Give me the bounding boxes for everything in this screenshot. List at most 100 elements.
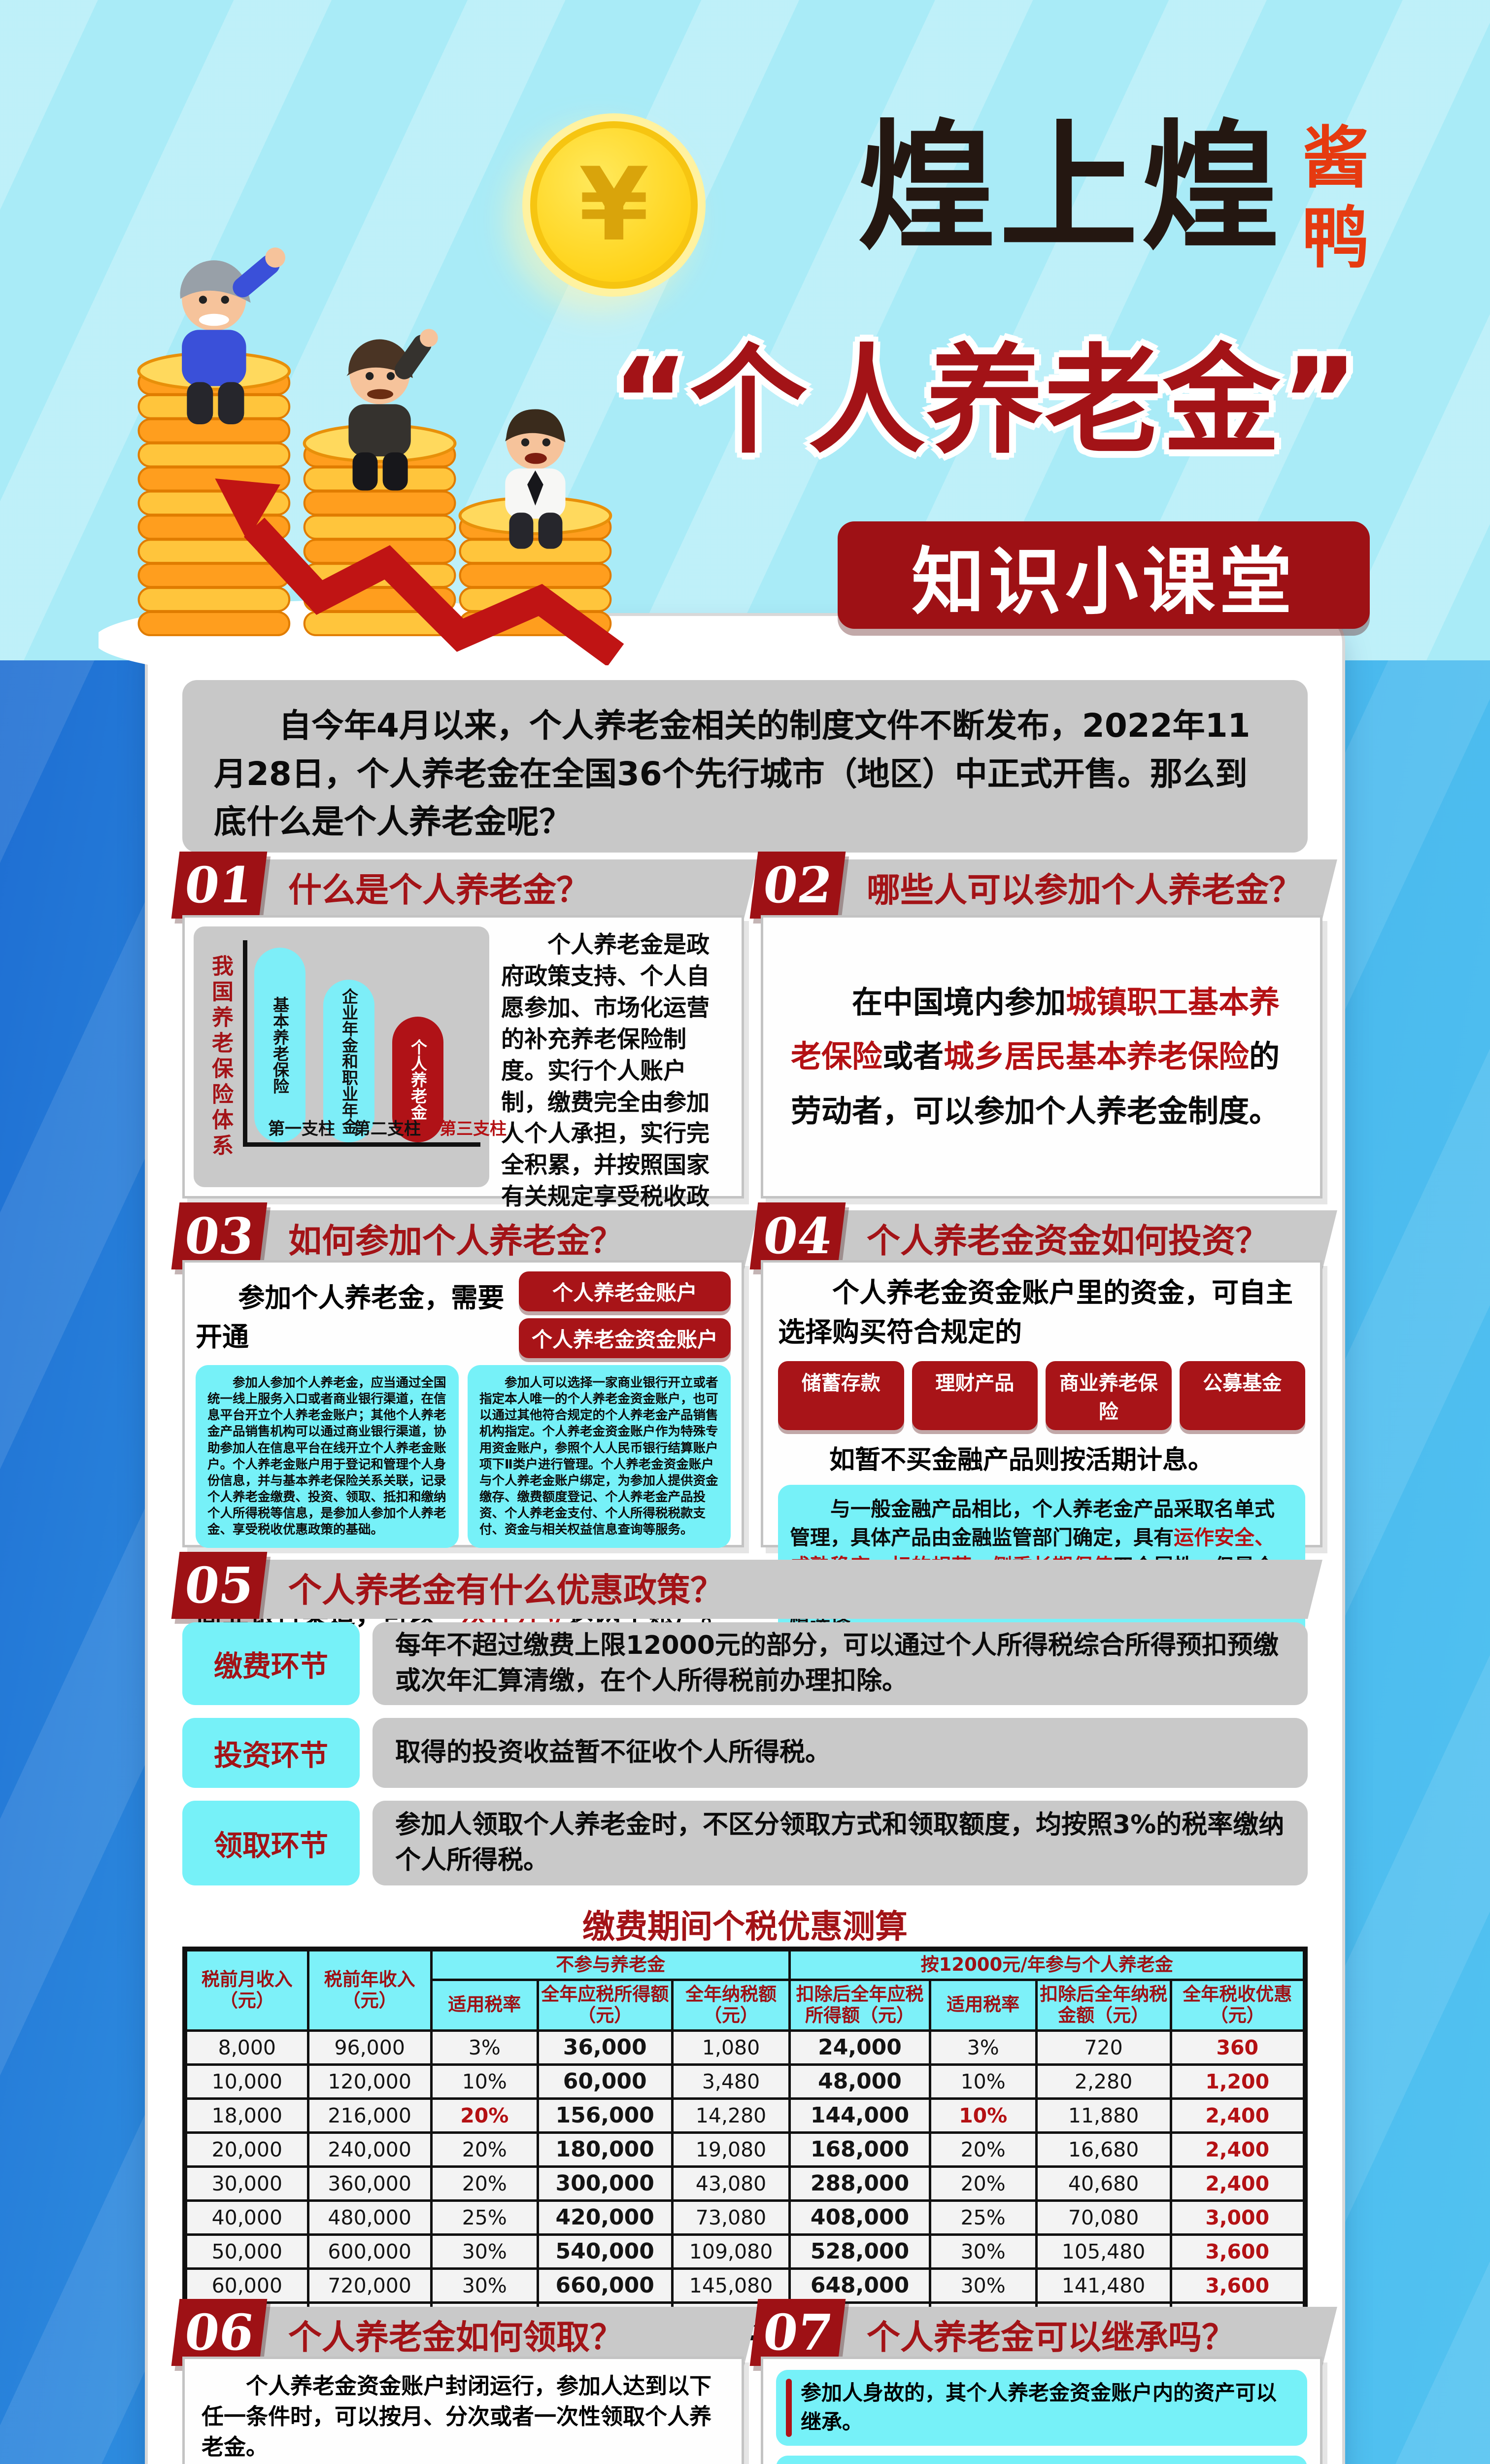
table-cell: 2,400 (1169, 2165, 1307, 2202)
section-number: 01 (181, 856, 257, 914)
col-header: 扣除后全年纳税金额（元） (1035, 1978, 1172, 2032)
table-cell: 141,480 (1035, 2267, 1172, 2304)
text-segment: 的劳动者，可以参加个人养老金制度。 (791, 1038, 1280, 1129)
account-badge: 个人养老金资金账户 (518, 1318, 731, 1358)
tax-benefit-table: 税前月收入（元） 税前年收入（元） 不参与养老金 按12000元/年参与个人养老… (182, 1947, 1308, 2340)
table-cell: 24,000 (788, 2029, 931, 2066)
table-cell: 20,000 (183, 2131, 309, 2168)
table-row: 18,000 216,000 20% 156,000 14,280 144,000 10% 1… (183, 2097, 1307, 2134)
table-cell: 720,000 (306, 2267, 433, 2304)
table-cell: 156,000 (536, 2097, 674, 2134)
lead-text: 个人养老金资金账户里的资金，可自主选择购买符合规定的 (778, 1277, 1293, 1348)
accent-bar (786, 2379, 792, 2437)
table-cell: 10% (928, 2063, 1038, 2100)
section-number: 05 (181, 1556, 257, 1614)
section-body: 个人养老金资金账户里的资金，可自主选择购买符合规定的 储蓄存款 理财产品 商业养… (761, 1260, 1322, 1648)
table-cell: 48,000 (788, 2063, 931, 2100)
pension-pillar-chart: 我国养老保险体系 基本养老保险 企业年金和职业年金 个人养老金 第一支柱 第二支… (194, 926, 507, 1187)
stage-text: 取得的投资收益暂不征收个人所得税。 (372, 1718, 1308, 1788)
detail-box-fund-account: 参加人可以选择一家商业银行开立或者指定本人唯一的个人养老金资金账户，也可以通过其… (468, 1365, 731, 1548)
table-cell: 216,000 (306, 2097, 433, 2134)
table-cell: 720 (1035, 2029, 1172, 2066)
section-how-to-withdraw: 06 个人养老金如何领取？ 个人养老金资金账户封闭运行，参加人达到以下任一条件时… (171, 2299, 759, 2464)
group-header-with-pension: 按12000元/年参与个人养老金 (788, 1948, 1307, 1981)
table-cell: 18,000 (183, 2097, 309, 2134)
section-number: 06 (181, 2303, 257, 2361)
section-header: 04 个人养老金资金如何投资？ (749, 1202, 1337, 1269)
table-cell: 180,000 (536, 2131, 674, 2168)
table-cell: 25% (928, 2199, 1038, 2236)
table-cell: 2,400 (1169, 2131, 1307, 2168)
table-cell: 70,080 (1035, 2199, 1172, 2236)
pension-growth-illustration (99, 247, 624, 665)
col-header: 全年应税所得额（元） (536, 1978, 674, 2032)
coin-stack-short (458, 496, 612, 636)
table-cell: 25% (430, 2199, 539, 2236)
inheritance-item: 参加人身故的，其个人养老金资金账户内的资产可以继承。 (776, 2370, 1307, 2446)
item-text: 参加人身故的，其个人养老金资金账户内的资产可以继承。 (801, 2381, 1277, 2434)
section-title: 个人养老金可以继承吗？ (867, 2318, 1236, 2358)
x-label: 第一支柱 (268, 1119, 335, 1139)
section-title: 个人养老金资金如何投资？ (867, 1222, 1269, 1261)
table-cell: 30% (928, 2267, 1038, 2304)
product-badge: 公募基金 (1179, 1361, 1305, 1430)
stage-label: 投资环节 (182, 1718, 360, 1788)
section-number: 03 (181, 1207, 257, 1265)
table-cell: 240,000 (306, 2131, 433, 2168)
table-row: 20,000 240,000 20% 180,000 19,080 168,000 20% 1… (183, 2131, 1307, 2168)
section-header: 06 个人养老金如何领取？ (171, 2299, 759, 2366)
brand-logo: 煌上煌 酱鸭 (857, 118, 1430, 282)
section-number: 02 (760, 856, 836, 914)
section-header: 05 个人养老金有什么优惠政策？ (171, 1552, 1322, 1619)
table-cell: 288,000 (788, 2165, 931, 2202)
table-cell: 144,000 (788, 2097, 931, 2134)
section-who-can-join: 02 哪些人可以参加个人养老金？ 在中国境内参加城镇职工基本养老保险或者城乡居民… (749, 852, 1337, 1202)
table-cell: 480,000 (306, 2199, 433, 2236)
table-cell: 3,000 (1169, 2199, 1307, 2236)
trend-arrow-icon (215, 478, 624, 665)
table-cell: 60,000 (183, 2267, 309, 2304)
table-cell: 408,000 (788, 2199, 931, 2236)
table-cell: 660,000 (536, 2267, 674, 2304)
header: ¥ 煌上煌 酱鸭 “个人养老金” 知识小课堂 (0, 0, 1490, 665)
table-cell: 60,000 (536, 2063, 674, 2100)
stage-text: 每年不超过缴费上限12000元的部分，可以通过个人所得税综合所得预扣预缴或次年汇… (372, 1622, 1308, 1705)
page-subtitle-badge: 知识小课堂 (838, 521, 1370, 629)
table-cell: 10,000 (183, 2063, 309, 2100)
section-text: 在中国境内参加城镇职工基本养老保险或者城乡居民基本养老保险的劳动者，可以参加个人… (791, 975, 1292, 1138)
table-cell: 360,000 (306, 2165, 433, 2202)
tax-table-body: 8,000 96,000 3% 36,000 1,080 24,000 3% 720 360 10… (183, 2029, 1307, 2339)
tax-stage-row-investment: 投资环节 取得的投资收益暂不征收个人所得税。 (182, 1718, 1308, 1788)
account-badge: 个人养老金账户 (518, 1271, 731, 1311)
text-segment: 城镇职工基本养老保险 (791, 984, 1280, 1075)
table-cell: 10% (928, 2097, 1038, 2134)
note-text: 如暂不买金融产品则按活期计息。 (829, 1445, 1214, 1475)
section-number-chip: 03 (171, 1202, 268, 1269)
text-segment: 在中国境内参加 (852, 984, 1066, 1020)
tax-table-title: 缴费期间个税优惠测算 (582, 1908, 908, 1946)
table-cell: 120,000 (306, 2063, 433, 2100)
yen-symbol: ¥ (578, 146, 649, 264)
pillar-bar-3: 个人养老金 (392, 1017, 443, 1142)
section-header: 07 个人养老金可以继承吗？ (749, 2299, 1337, 2366)
table-cell: 30% (430, 2233, 539, 2270)
text-segment: 或者 (882, 1038, 944, 1075)
text-segment: 与一般金融产品相比，个人养老金产品采取名单式管理，具体产品由金融监管部门确定，具… (790, 1497, 1275, 1549)
section-number-chip: 05 (171, 1552, 268, 1619)
section-header: 03 如何参加个人养老金？ (171, 1202, 759, 1269)
elder-figure (180, 247, 286, 424)
table-cell: 40,680 (1035, 2165, 1172, 2202)
table-cell: 20% (928, 2131, 1038, 2168)
product-badge: 商业养老保险 (1046, 1361, 1172, 1430)
table-cell: 20% (430, 2165, 539, 2202)
text-segment: 城乡居民基本养老保险 (944, 1038, 1250, 1075)
table-cell: 43,080 (671, 2165, 791, 2202)
table-cell: 19,080 (671, 2131, 791, 2168)
section-number-chip: 04 (749, 1202, 846, 1269)
section-body: 在中国境内参加城镇职工基本养老保险或者城乡居民基本养老保险的劳动者，可以参加个人… (761, 915, 1322, 1198)
table-cell: 3,600 (1169, 2233, 1307, 2270)
section-body: 个人养老金资金账户封闭运行，参加人达到以下任一条件时，可以按月、分次或者一次性领… (182, 2357, 744, 2464)
section-text: 个人养老金是政府政策支持、个人自愿参加、市场化运营的补充养老保险制度。实行个人账… (501, 931, 710, 1242)
table-cell: 168,000 (788, 2131, 931, 2168)
